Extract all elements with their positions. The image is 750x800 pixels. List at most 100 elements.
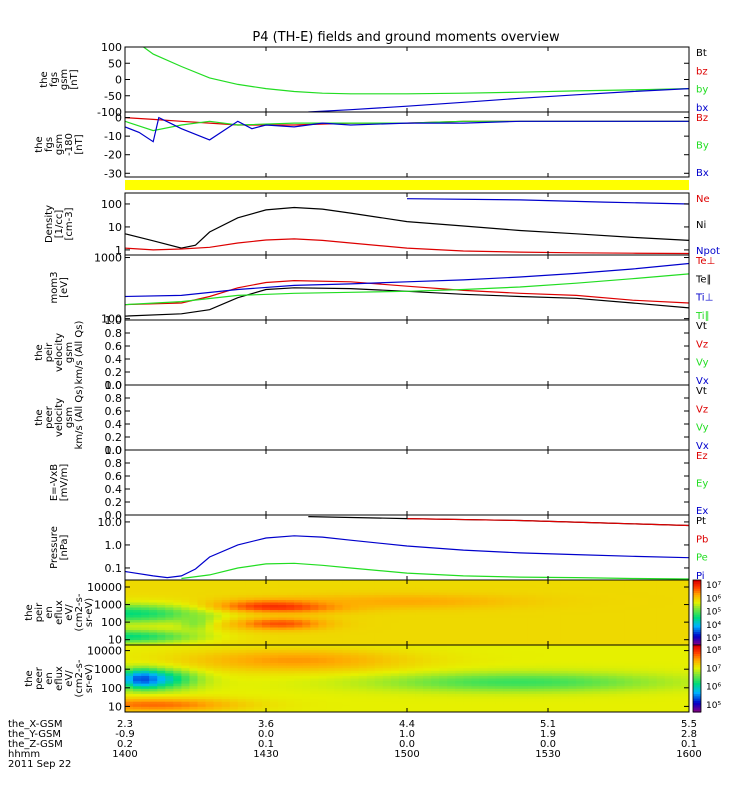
x-row-value: 5.5 bbox=[681, 719, 697, 730]
heatmap-cell bbox=[616, 605, 626, 609]
heatmap-cell bbox=[382, 627, 392, 631]
colorbar-tick-label: 10⁵ bbox=[706, 701, 721, 711]
heatmap-cell bbox=[229, 617, 239, 621]
heatmap-cell bbox=[157, 605, 166, 609]
heatmap-cell bbox=[366, 691, 376, 695]
heatmap-cell bbox=[608, 652, 618, 656]
heatmap-cell bbox=[624, 632, 634, 636]
heatmap-cell bbox=[270, 635, 279, 639]
heatmap-cell bbox=[455, 645, 464, 649]
heatmap-cell bbox=[552, 632, 561, 636]
heatmap-cell bbox=[487, 701, 497, 705]
heatmap-cell bbox=[616, 620, 626, 624]
heatmap-cell bbox=[229, 657, 239, 662]
heatmap-cell bbox=[415, 625, 424, 629]
heatmap-cell bbox=[616, 660, 626, 664]
heatmap-cell bbox=[423, 681, 432, 685]
heatmap-cell bbox=[519, 585, 529, 589]
heatmap-cell bbox=[278, 597, 287, 601]
heatmap-cell bbox=[213, 620, 223, 624]
heatmap-cell bbox=[479, 650, 489, 654]
heatmap-cell bbox=[600, 683, 610, 687]
heatmap-cell bbox=[253, 580, 263, 584]
heatmap-cell bbox=[125, 640, 134, 644]
heatmap-cell bbox=[350, 637, 360, 641]
heatmap-cell bbox=[648, 597, 658, 601]
heatmap-cell bbox=[632, 696, 642, 700]
heatmap-cell bbox=[245, 652, 255, 656]
y-label-line: the bbox=[39, 71, 50, 87]
heatmap-cell bbox=[318, 610, 328, 614]
heatmap-cell bbox=[608, 620, 618, 624]
heatmap-cell bbox=[310, 660, 319, 664]
heatmap-cell bbox=[125, 607, 134, 611]
heatmap-cell bbox=[334, 590, 344, 594]
heatmap-cell bbox=[133, 652, 142, 656]
heatmap-cell bbox=[213, 595, 223, 599]
heatmap-cell bbox=[568, 704, 577, 708]
heatmap-cell bbox=[237, 678, 247, 682]
heatmap-cell bbox=[245, 595, 255, 599]
heatmap-cell bbox=[270, 590, 279, 594]
heatmap-cell bbox=[632, 673, 642, 677]
heatmap-cell bbox=[560, 637, 569, 641]
heatmap-cell bbox=[294, 686, 303, 690]
heatmap-cell bbox=[382, 612, 392, 616]
heatmap-cell bbox=[560, 615, 569, 619]
heatmap-cell bbox=[495, 704, 505, 708]
heatmap-cell bbox=[656, 585, 666, 589]
heatmap-cell bbox=[632, 670, 642, 674]
heatmap-cell bbox=[173, 610, 182, 614]
heatmap-cell bbox=[640, 632, 650, 636]
heatmap-cell bbox=[318, 655, 328, 659]
heatmap-cell bbox=[342, 683, 352, 687]
heatmap-cell bbox=[133, 663, 142, 667]
heatmap-cell bbox=[495, 673, 505, 677]
colorbar-swatch bbox=[693, 612, 701, 616]
y-label-line: the bbox=[24, 604, 35, 620]
heatmap-cell bbox=[149, 673, 158, 677]
heatmap-cell bbox=[318, 665, 328, 669]
heatmap-cell bbox=[431, 696, 440, 700]
heatmap-cell bbox=[229, 612, 239, 616]
heatmap-cell bbox=[302, 688, 311, 692]
heatmap-cell bbox=[600, 582, 610, 586]
heatmap-cell bbox=[342, 652, 352, 656]
heatmap-cell bbox=[342, 645, 352, 649]
heatmap-cell bbox=[543, 610, 553, 614]
heatmap-cell bbox=[342, 688, 352, 692]
heatmap-cell bbox=[358, 683, 368, 687]
heatmap-cell bbox=[552, 673, 561, 677]
heatmap-cell bbox=[495, 683, 505, 687]
heatmap-cell bbox=[302, 675, 311, 680]
heatmap-cell bbox=[632, 693, 642, 698]
heatmap-cell bbox=[237, 640, 247, 644]
heatmap-cell bbox=[213, 637, 223, 641]
heatmap-cell bbox=[471, 647, 481, 651]
heatmap-cell bbox=[656, 627, 666, 631]
heatmap-cell bbox=[165, 704, 174, 708]
heatmap-cell bbox=[197, 617, 207, 621]
heatmap-cell bbox=[592, 660, 601, 664]
y-tick-label: 1 bbox=[115, 244, 122, 257]
y-axis-label: Pressure [nPa] bbox=[49, 526, 70, 569]
heatmap-cell bbox=[431, 637, 440, 641]
heatmap-cell bbox=[398, 681, 408, 685]
heatmap-cell bbox=[294, 693, 303, 698]
heatmap-cell bbox=[278, 670, 287, 674]
heatmap-cell bbox=[302, 630, 311, 634]
heatmap-cell bbox=[487, 580, 497, 584]
heatmap-cell bbox=[173, 612, 182, 616]
series-group bbox=[125, 516, 689, 580]
heatmap-cell bbox=[568, 592, 577, 596]
heatmap-cell bbox=[270, 622, 279, 626]
heatmap-cell bbox=[382, 675, 392, 680]
y-tick-label: 0 bbox=[115, 74, 122, 87]
heatmap-cell bbox=[648, 652, 658, 656]
heatmap-cell bbox=[503, 632, 513, 636]
heatmap-cell bbox=[407, 600, 416, 604]
colorbar-swatch bbox=[693, 656, 701, 659]
heatmap-cell bbox=[503, 587, 513, 591]
heatmap-cell bbox=[133, 630, 142, 634]
heatmap-cell bbox=[503, 580, 513, 584]
